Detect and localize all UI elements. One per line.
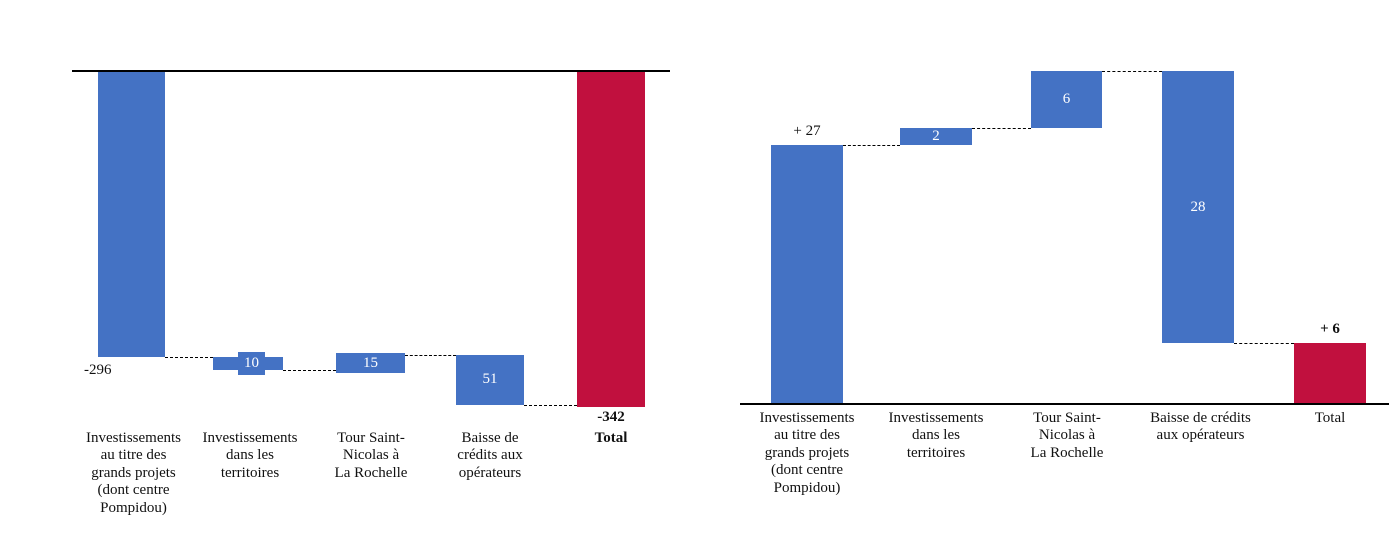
bar-tour-saint-nicolas bbox=[1031, 71, 1102, 128]
bar-label-total: + 6 bbox=[1320, 321, 1340, 337]
connector-1 bbox=[843, 145, 900, 146]
connector-4 bbox=[1234, 343, 1294, 344]
bar-investissements-grands-projets bbox=[98, 72, 165, 357]
category-label-investissements-grands-projets: Investissements au titre des grands proj… bbox=[759, 410, 855, 496]
bottom-axis-line bbox=[740, 403, 1389, 405]
bar-label-total: -342 bbox=[597, 409, 625, 425]
bar-label-investissements-grands-projets: + 27 bbox=[793, 123, 821, 139]
bar-label-baisse-credits-operateurs: 51 bbox=[482, 371, 498, 387]
bar-label-baisse-credits-operateurs: 28 bbox=[1190, 199, 1206, 215]
category-label-total: Total bbox=[594, 430, 628, 446]
bar-total bbox=[577, 72, 645, 407]
bar-label-investissements-territoires: 10 bbox=[238, 352, 265, 375]
category-label-tour-saint-nicolas: Tour Saint- Nicolas à La Rochelle bbox=[334, 430, 408, 481]
category-label-investissements-territoires: Investissements dans les territoires bbox=[888, 410, 984, 461]
chart-panel-right: + 27 2 6 28 + 6 Investissements au titre… bbox=[700, 0, 1389, 547]
bar-tour-saint-nicolas bbox=[336, 353, 405, 373]
category-label-investissements-grands-projets: Investissements au titre des grands proj… bbox=[86, 430, 181, 516]
connector-3 bbox=[405, 355, 456, 356]
category-label-baisse-credits-operateurs: Baisse de crédits aux opérateurs bbox=[457, 430, 523, 481]
bar-investissements-territoires bbox=[900, 128, 972, 145]
connector-1 bbox=[165, 357, 213, 358]
category-label-total: Total bbox=[1314, 410, 1346, 426]
bar-label-investissements-territoires: 2 bbox=[932, 128, 940, 144]
bar-label-tour-saint-nicolas: 6 bbox=[1062, 91, 1071, 107]
bar-label-investissements-grands-projets: -296 bbox=[84, 362, 112, 378]
top-axis-line bbox=[72, 70, 670, 72]
connector-3 bbox=[1102, 71, 1162, 72]
connector-2 bbox=[972, 128, 1031, 129]
connector-2 bbox=[283, 370, 336, 371]
category-label-tour-saint-nicolas: Tour Saint- Nicolas à La Rochelle bbox=[1030, 410, 1104, 461]
category-label-baisse-credits-operateurs: Baisse de crédits aux opérateurs bbox=[1150, 410, 1251, 444]
bar-baisse-credits-operateurs bbox=[1162, 71, 1234, 343]
bar-total bbox=[1294, 343, 1366, 403]
bar-baisse-credits-operateurs bbox=[456, 355, 524, 405]
bar-investissements-grands-projets bbox=[771, 145, 843, 403]
bar-label-tour-saint-nicolas: 15 bbox=[363, 355, 378, 371]
chart-panel-left: -296 10 15 51 -342 Investissements au ti… bbox=[72, 70, 670, 516]
category-label-investissements-territoires: Investissements dans les territoires bbox=[202, 430, 298, 481]
connector-4 bbox=[524, 405, 577, 406]
